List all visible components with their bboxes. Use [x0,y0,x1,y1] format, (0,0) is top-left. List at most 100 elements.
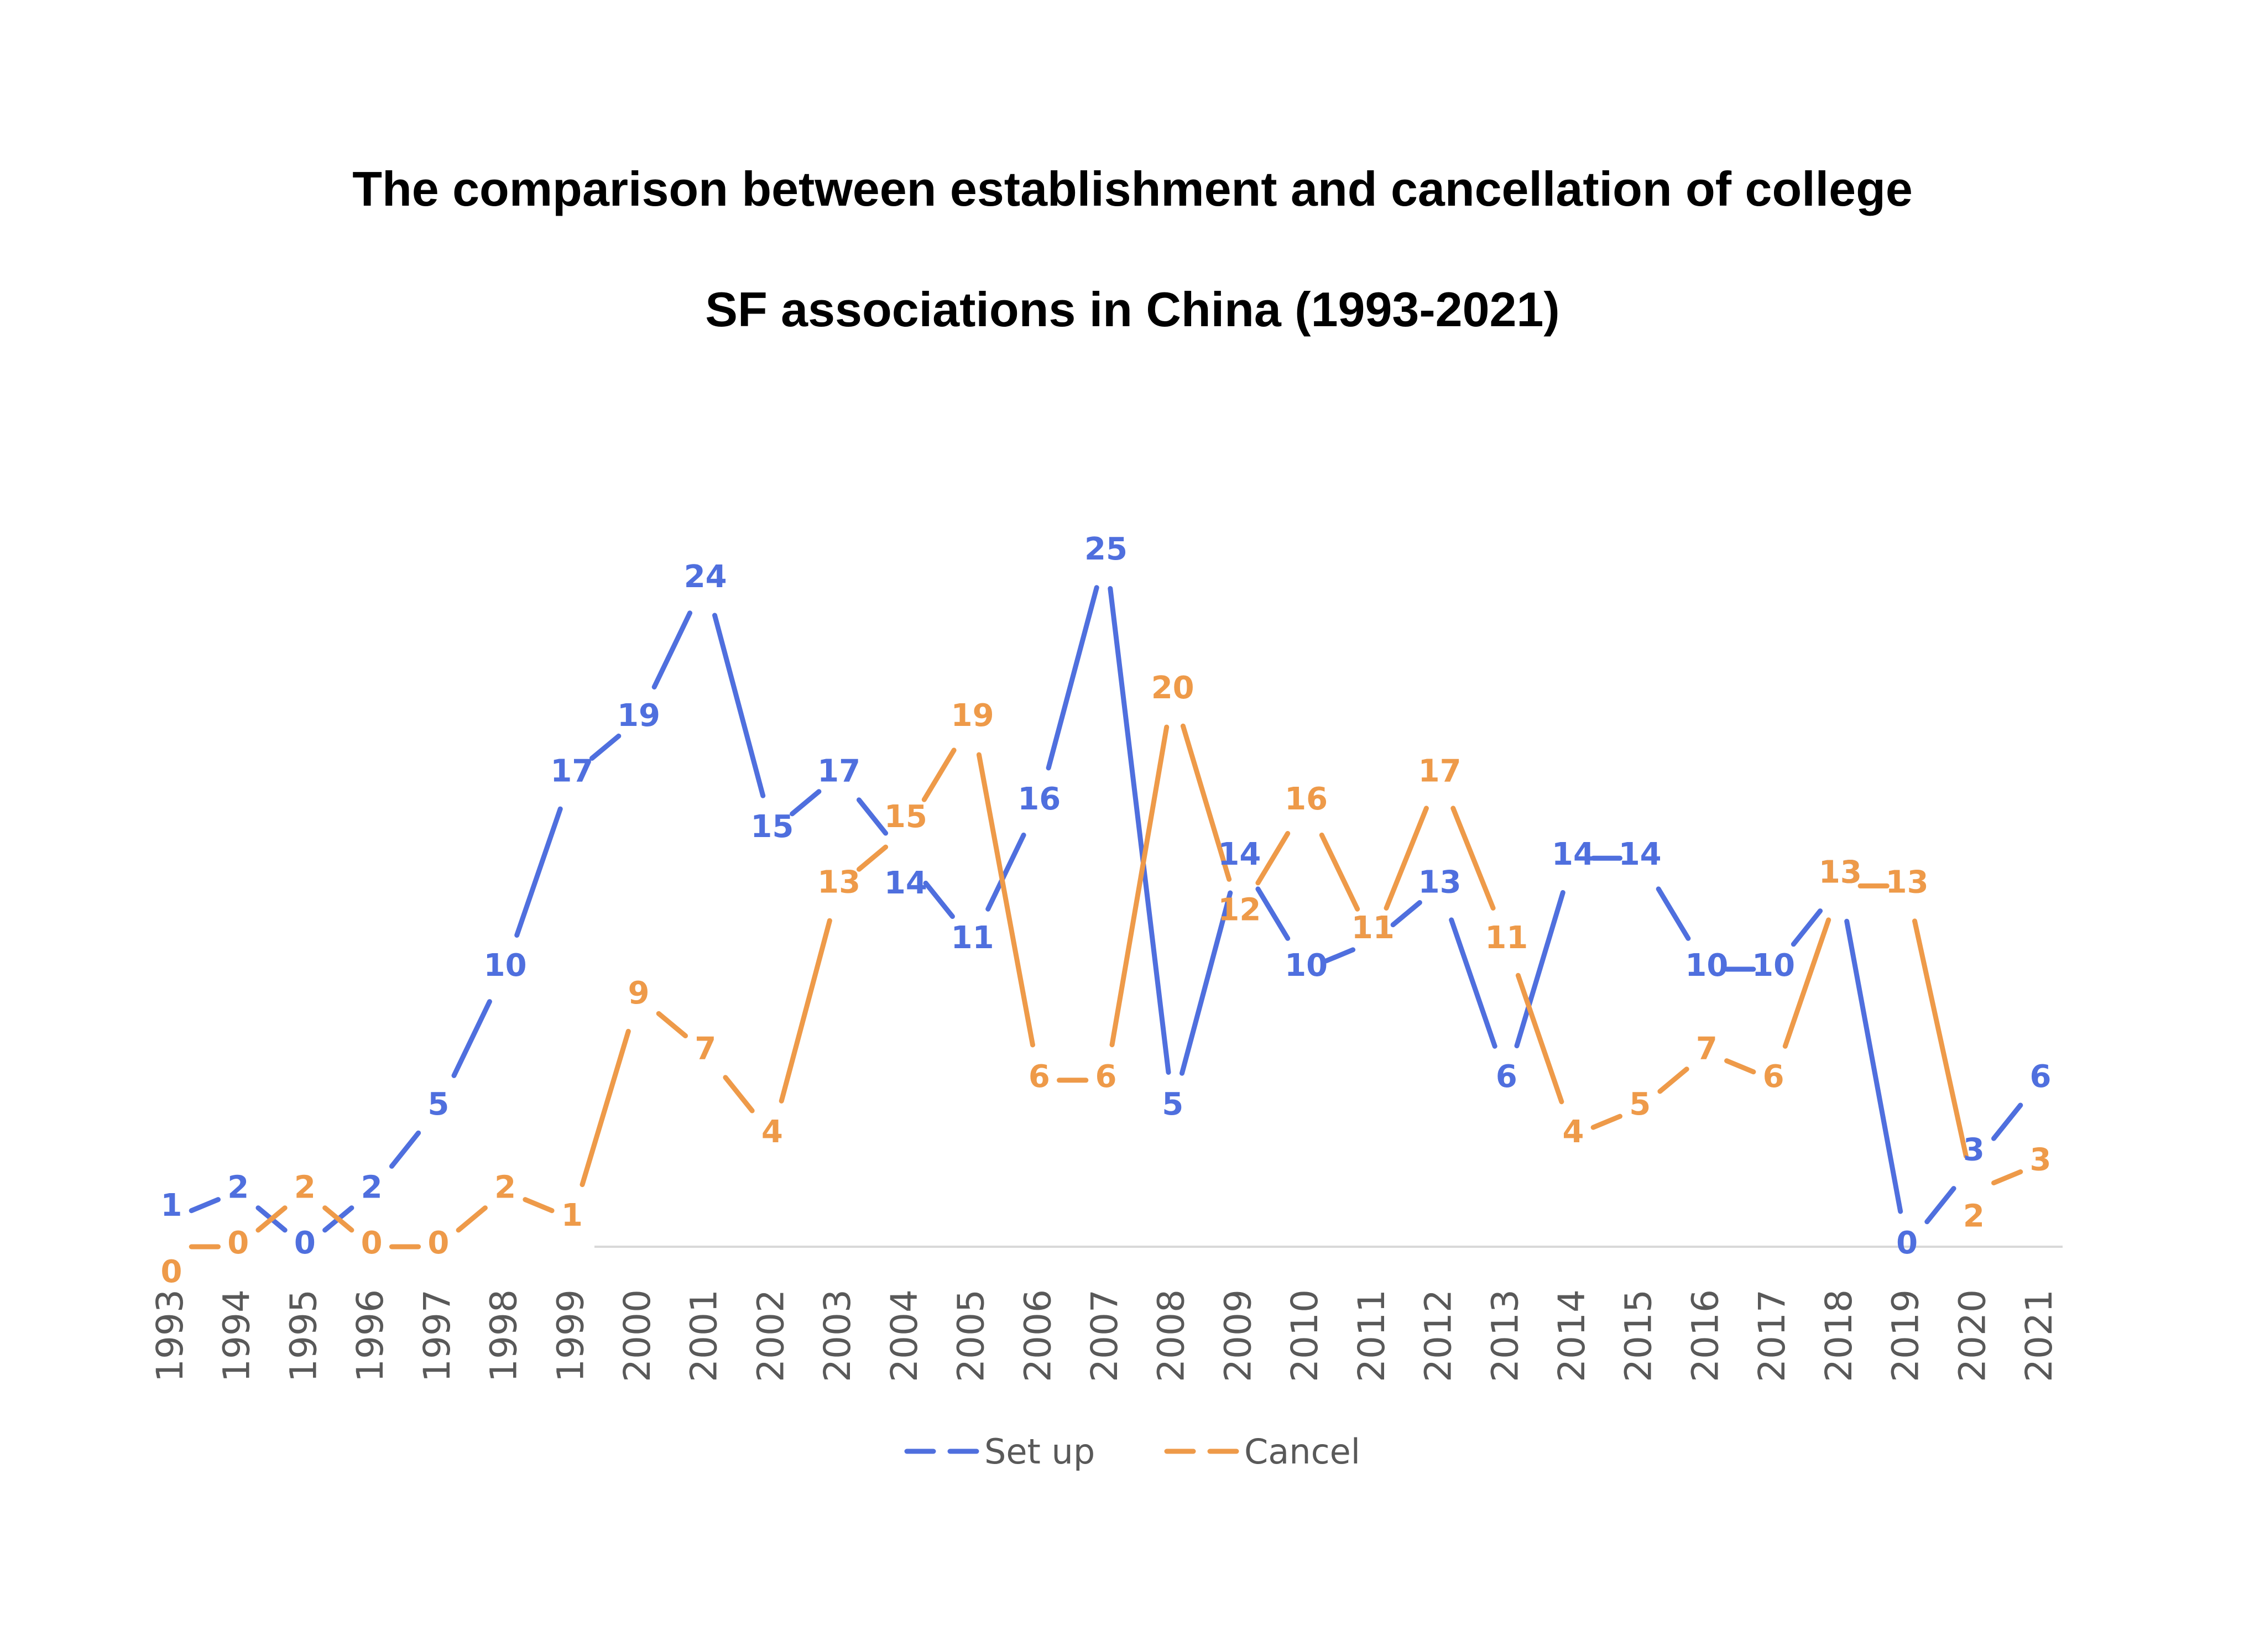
x-axis-ticks: 1993 1994 1995 1996 1997 1998 1999 2000 2001 2002… [149,1289,2060,1382]
data-label-set-up-2008: 5 [1162,1086,1183,1122]
x-tick-label-2008: 2008 [1150,1289,1193,1382]
line-segment-cancel-2017 [1782,917,1831,1049]
data-label-set-up-2014: 14 [1552,837,1595,872]
x-tick-label-2013: 2013 [1484,1289,1526,1382]
line-segment-set-up-2009 [1255,886,1291,941]
x-tick-label-2004: 2004 [883,1289,926,1382]
x-tick-label-2007: 2007 [1083,1289,1126,1382]
data-label-set-up-2016: 10 [1685,948,1728,984]
data-label-cancel-2004: 15 [884,799,927,835]
data-label-set-up-2007: 25 [1084,531,1128,567]
line-segment-set-up-1999 [589,733,622,761]
data-label-cancel-2002: 4 [761,1114,783,1150]
x-tick-label-2001: 2001 [683,1289,726,1382]
data-label-set-up-2009: 14 [1218,837,1261,872]
data-label-cancel-2003: 13 [817,864,860,900]
data-label-set-up-2021: 6 [2030,1059,2052,1095]
data-label-set-up-1999: 17 [550,754,593,790]
data-label-set-up-2015: 14 [1619,837,1662,872]
line-segment-cancel-2014 [1590,1113,1622,1130]
line-segment-cancel-2016 [1724,1058,1756,1075]
legend-label-cancel: Cancel [1244,1431,1360,1472]
line-segment-cancel-2013 [1515,973,1564,1105]
legend-item-cancel: Cancel [1164,1431,1360,1472]
data-label-cancel-2009: 12 [1218,892,1261,928]
line-segment-set-up-2000 [651,610,692,690]
x-tick-label-2002: 2002 [749,1289,792,1382]
data-label-cancel-2010: 16 [1285,781,1328,817]
data-label-set-up-1994: 2 [227,1170,249,1206]
line-segment-set-up-2017 [1791,908,1823,947]
series-cancel [189,723,2023,1250]
line-segment-cancel-1998 [523,1197,555,1214]
data-label-cancel-2000: 9 [628,975,650,1011]
data-label-cancel-1997: 0 [427,1225,449,1261]
data-label-set-up-2013: 6 [1496,1059,1517,1095]
data-label-set-up-2019: 0 [1896,1225,1918,1261]
x-tick-label-1993: 1993 [149,1289,191,1382]
line-segment-set-up-2008 [1180,890,1233,1076]
x-tick-label-2018: 2018 [1818,1289,1860,1382]
data-label-cancel-2019: 13 [1886,864,1929,900]
x-tick-label-1994: 1994 [216,1289,258,1382]
x-tick-label-1998: 1998 [483,1289,525,1382]
chart-subtitle: SF associations in China (1993-2021) [705,282,1559,337]
data-label-cancel-2013: 11 [1485,920,1528,956]
line-segment-set-up-2013 [1514,890,1565,1049]
line-segment-set-up-1996 [389,1130,421,1169]
line-segment-cancel-2012 [1450,806,1496,911]
data-label-cancel-2015: 5 [1629,1086,1651,1122]
line-segment-cancel-1999 [580,1028,631,1188]
data-label-cancel-2018: 13 [1819,854,1862,890]
x-tick-label-2016: 2016 [1684,1289,1726,1382]
data-label-cancel-2017: 6 [1763,1059,1784,1095]
line-segment-cancel-2020 [1991,1169,2023,1185]
line-segment-cancel-1995 [322,1205,354,1233]
data-label-set-up-2010: 10 [1285,948,1328,984]
x-tick-label-1996: 1996 [349,1289,392,1382]
series-lines [189,585,2023,1250]
data-label-cancel-2005: 19 [951,698,994,734]
x-tick-label-2003: 2003 [816,1289,859,1382]
line-segment-cancel-2007 [1109,724,1170,1048]
x-tick-label-2012: 2012 [1417,1289,1460,1382]
data-label-cancel-1998: 2 [494,1170,516,1206]
x-tick-label-2015: 2015 [1617,1289,1660,1382]
x-tick-label-2000: 2000 [616,1289,659,1382]
data-label-cancel-2021: 3 [2030,1142,2052,1178]
line-segment-cancel-1997 [456,1205,488,1233]
line-segment-cancel-2002 [779,918,832,1104]
line-segment-set-up-2019 [1924,1186,1956,1225]
x-tick-label-1995: 1995 [282,1289,325,1382]
data-label-set-up-2006: 16 [1017,781,1061,817]
line-segment-cancel-2003 [856,844,889,872]
data-label-set-up-2002: 15 [750,809,794,845]
x-tick-label-2010: 2010 [1283,1289,1326,1382]
line-segment-cancel-2009 [1255,831,1291,886]
x-tick-label-2019: 2019 [1885,1289,1927,1382]
data-label-set-up-2000: 19 [617,698,660,734]
line-segment-set-up-2006 [1046,585,1099,771]
line-segment-set-up-1997 [451,999,492,1078]
x-tick-label-2011: 2011 [1350,1289,1393,1382]
line-segment-cancel-2000 [656,1011,688,1038]
x-tick-label-2020: 2020 [1951,1289,1993,1382]
line-segment-cancel-2015 [1657,1067,1689,1094]
line-segment-set-up-1993 [189,1197,221,1214]
line-segment-cancel-2011 [1384,806,1429,911]
data-label-cancel-2006: 6 [1029,1059,1050,1095]
data-label-cancel-1995: 2 [294,1170,316,1206]
line-segment-cancel-1994 [255,1205,288,1233]
data-label-set-up-2020: 3 [1963,1132,1985,1168]
data-label-set-up-1997: 5 [427,1086,449,1122]
x-tick-label-1997: 1997 [416,1289,458,1382]
line-segment-cancel-2005 [976,752,1035,1048]
line-segment-set-up-2012 [1449,917,1497,1049]
line-segment-set-up-2010 [1323,947,1356,964]
line-segment-cancel-2001 [723,1075,755,1113]
line-segment-set-up-2003 [856,797,889,836]
data-label-cancel-1993: 0 [161,1254,182,1290]
x-tick-label-2006: 2006 [1016,1289,1059,1382]
